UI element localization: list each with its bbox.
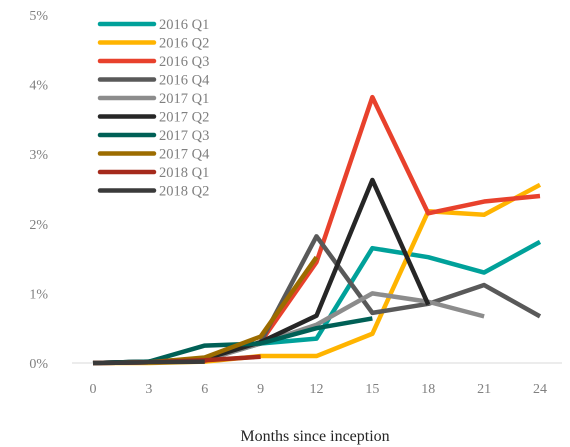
legend-label: 2018 Q1: [159, 165, 209, 181]
legend-label: 2017 Q1: [159, 91, 209, 107]
legend-label: 2017 Q4: [159, 147, 210, 163]
x-axis-tick-labels: 0 3 6 9 12 15 18 21 24: [90, 382, 548, 397]
legend-label: 2018 Q2: [159, 184, 209, 200]
series-line-2018-q2: [92, 359, 205, 366]
legend-item: 2016 Q3: [97, 54, 209, 70]
legend-item: 2018 Q2: [97, 184, 209, 200]
x-tick-label: 21: [477, 382, 491, 397]
x-tick-label: 3: [145, 382, 152, 397]
x-tick-label: 15: [365, 382, 379, 397]
y-tick-label: 1%: [29, 287, 48, 302]
legend-item: 2016 Q4: [97, 73, 210, 89]
y-tick-label: 2%: [29, 218, 48, 233]
legend-item: 2018 Q1: [97, 165, 209, 181]
y-tick-label: 4%: [29, 79, 48, 94]
legend-item: 2016 Q1: [97, 17, 209, 33]
x-tick-label: 0: [90, 382, 97, 397]
y-tick-label: 3%: [29, 148, 48, 163]
legend: 2016 Q1 2016 Q2 2016 Q3 2016 Q4 2017 Q1 2017 …: [97, 17, 210, 200]
legend-label: 2017 Q2: [159, 110, 209, 126]
x-tick-label: 24: [533, 382, 547, 397]
legend-item: 2016 Q2: [97, 36, 209, 52]
legend-item: 2017 Q1: [97, 91, 209, 107]
x-tick-label: 6: [201, 382, 208, 397]
x-tick-label: 9: [257, 382, 264, 397]
x-axis-title: Months since inception: [240, 428, 389, 445]
legend-label: 2016 Q1: [159, 17, 209, 33]
x-tick-label: 18: [421, 382, 435, 397]
legend-label: 2017 Q3: [159, 128, 209, 144]
y-axis-tick-labels: 0% 1% 2% 3% 4% 5%: [29, 9, 48, 372]
legend-label: 2016 Q3: [159, 54, 209, 70]
legend-item: 2017 Q3: [97, 128, 209, 144]
x-tick-label: 12: [310, 382, 324, 397]
series-lines: [92, 94, 542, 366]
y-tick-label: 5%: [29, 9, 48, 24]
legend-label: 2016 Q2: [159, 36, 209, 52]
legend-item: 2017 Q4: [97, 147, 210, 163]
legend-label: 2016 Q4: [159, 73, 210, 89]
y-tick-label: 0%: [29, 357, 48, 372]
legend-item: 2017 Q2: [97, 110, 209, 126]
